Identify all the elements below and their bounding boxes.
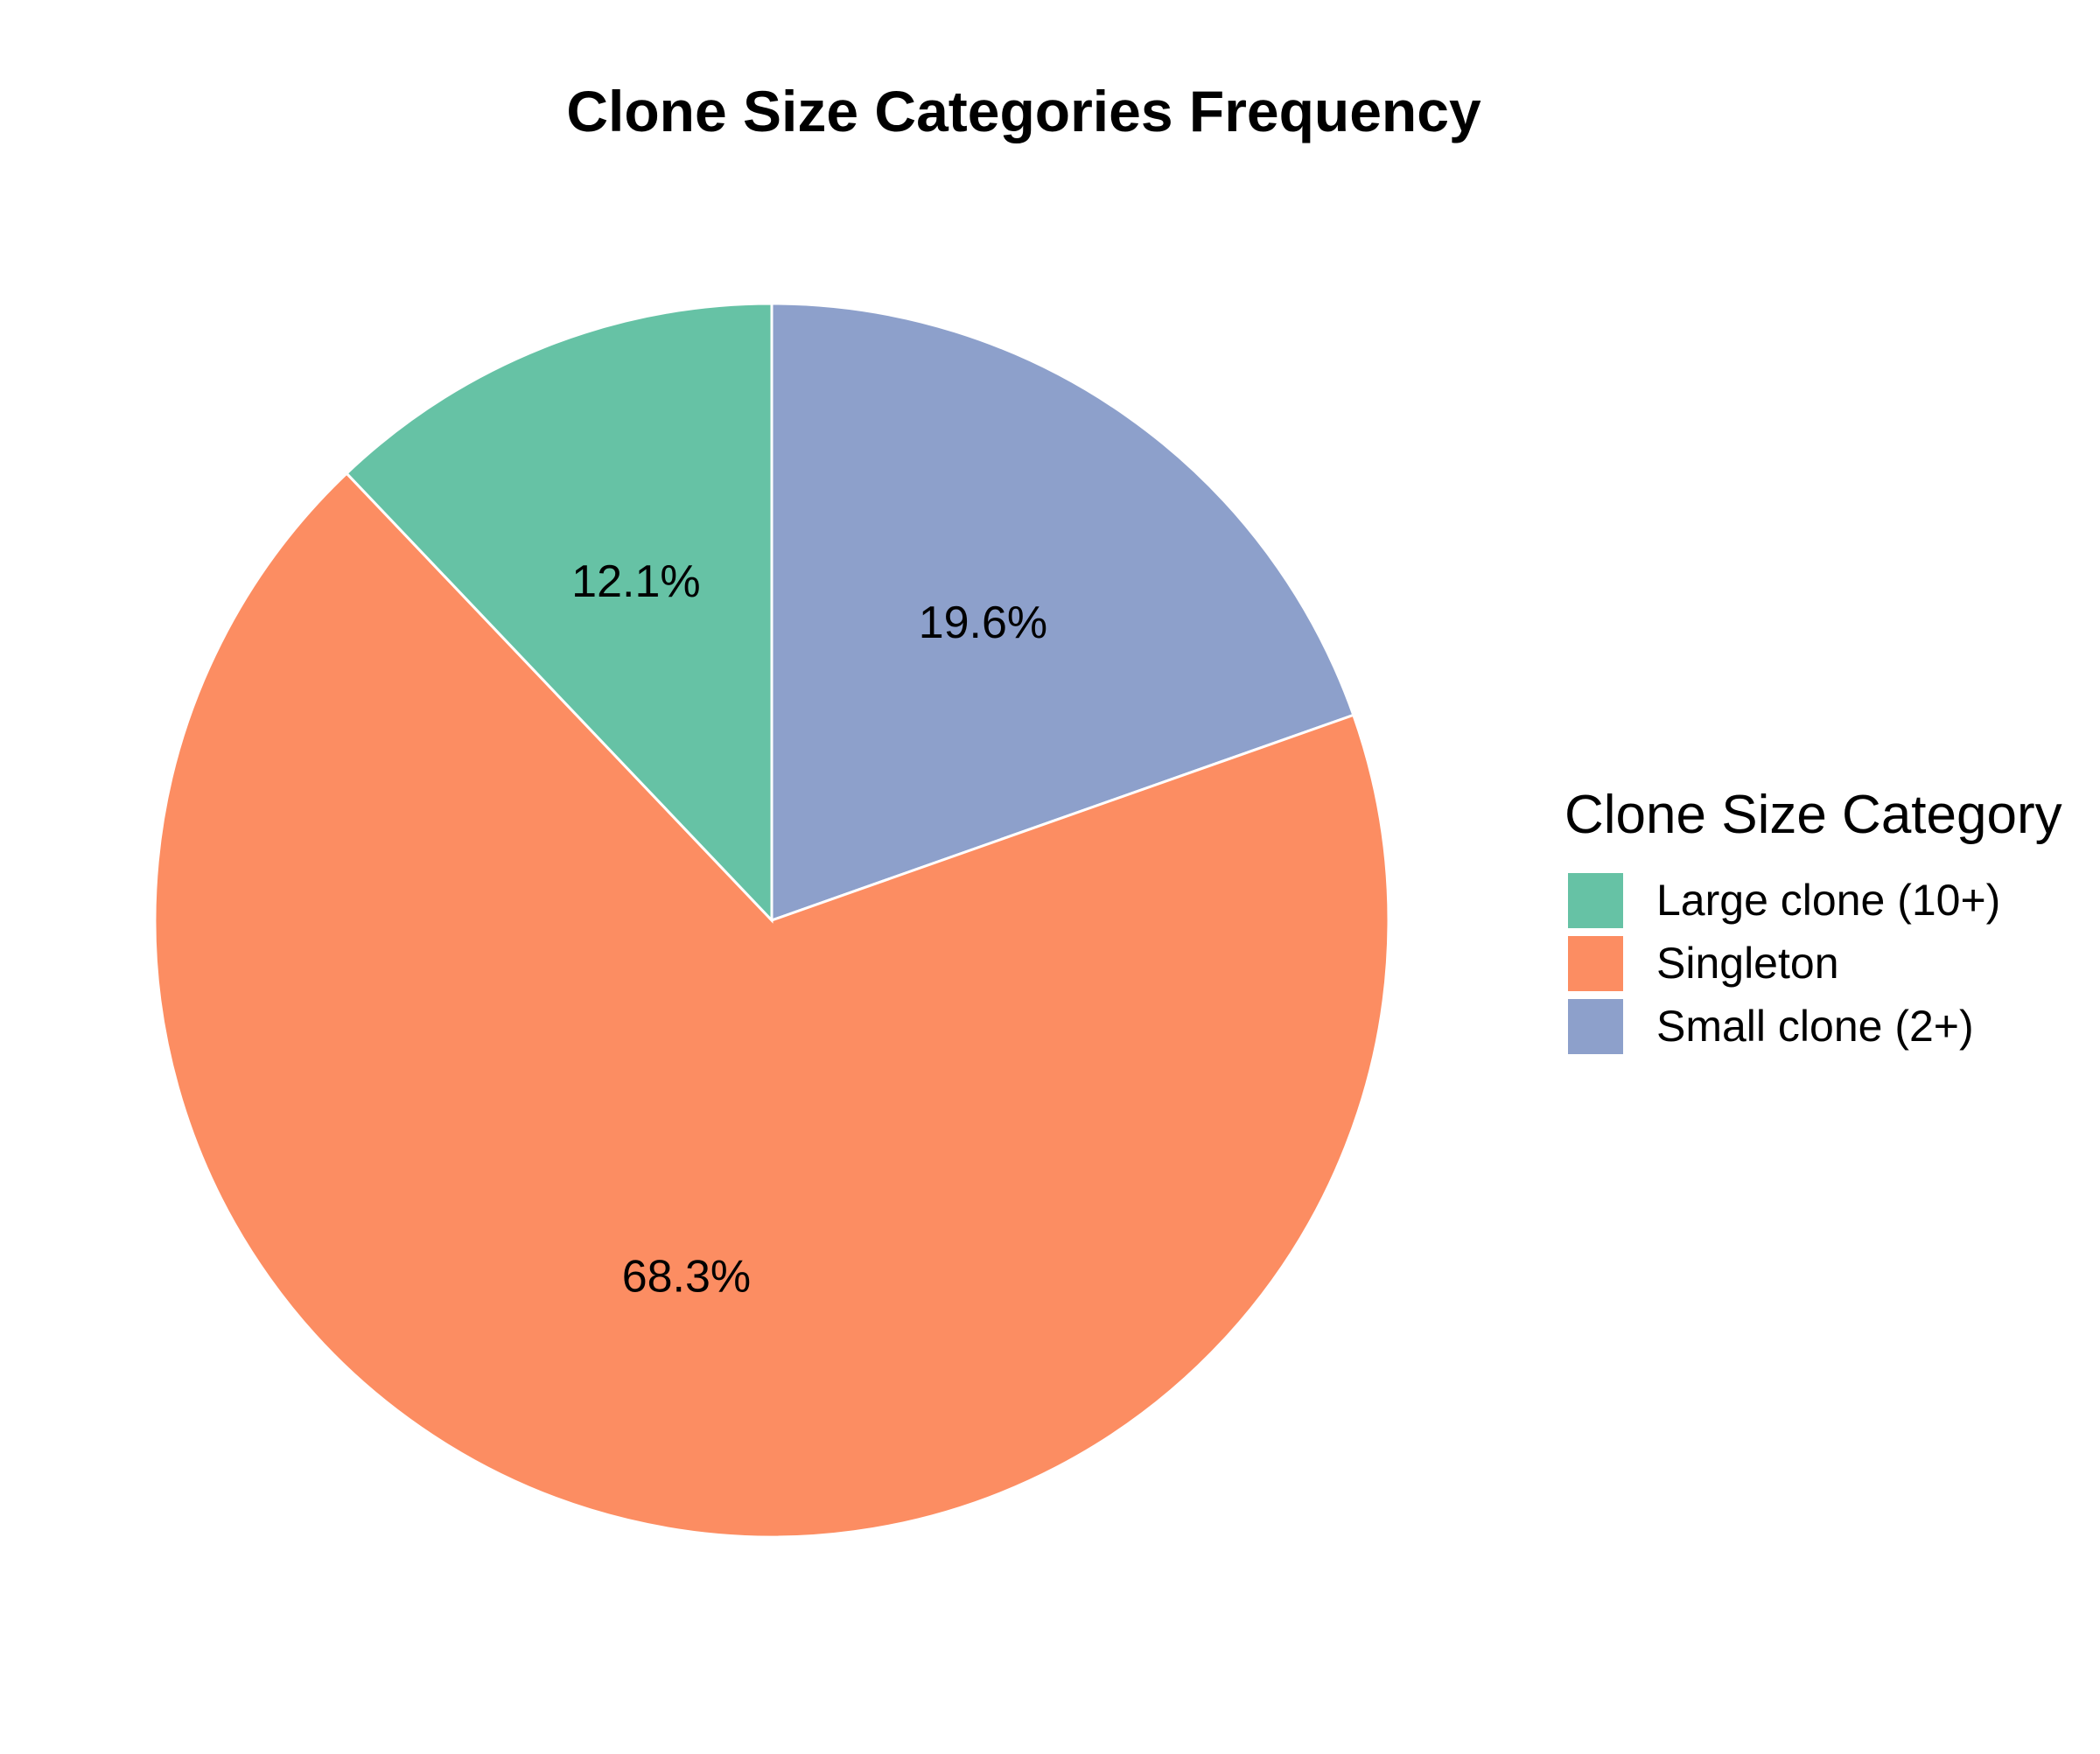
pie-slices (153, 302, 1390, 1539)
legend-label-large-clone-10: Large clone (10+) (1656, 876, 2000, 925)
legend-label-small-clone-2: Small clone (2+) (1656, 1002, 1974, 1051)
pie-slice-labels: 19.6% 68.3% 12.1% (571, 556, 1047, 1303)
legend-label-singleton: Singleton (1656, 939, 1839, 988)
legend-swatch-singleton (1568, 936, 1623, 991)
legend-items: Large clone (10+) Singleton Small clone (2… (1568, 873, 2000, 1054)
chart-title: Clone Size Categories Frequency (566, 79, 1481, 143)
pie-slice-singleton (153, 471, 1390, 1539)
legend-title: Clone Size Category (1564, 785, 2062, 845)
slice-label-small-clone-2: 19.6% (919, 597, 1047, 648)
legend-swatch-large-clone-10 (1568, 873, 1623, 928)
slice-label-large-clone-10: 12.1% (571, 556, 700, 607)
pie-slice-large-clone-10 (345, 302, 774, 924)
legend: Clone Size Category Large clone (10+) Sin… (1564, 785, 2062, 1054)
legend-swatch-small-clone-2 (1568, 999, 1623, 1054)
slice-label-singleton: 68.3% (622, 1251, 751, 1302)
